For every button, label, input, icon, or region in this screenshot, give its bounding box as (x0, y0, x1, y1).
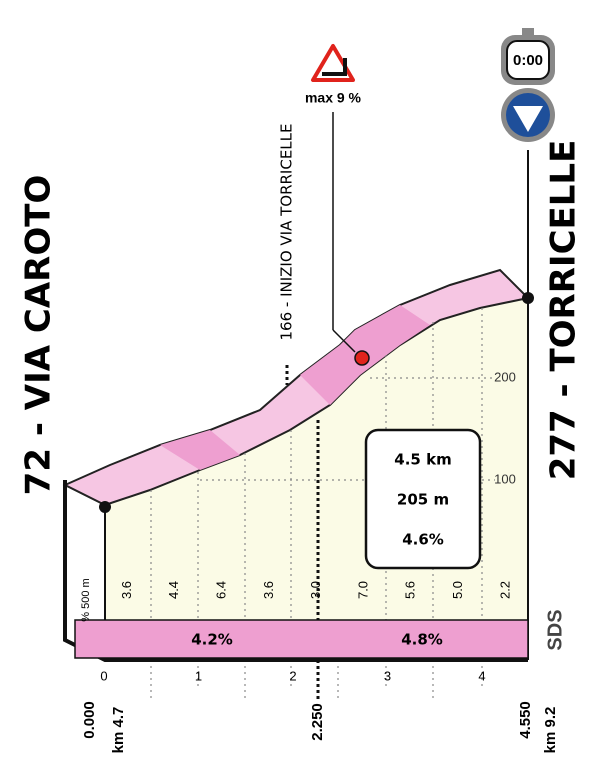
start-label: 72 - VIA CAROTO (19, 175, 59, 496)
altitude-tick: 100 (494, 471, 516, 486)
gradient-icon (322, 58, 347, 76)
gradient-label: 7.0 (355, 581, 370, 599)
logo: SDS (544, 609, 566, 650)
finish-km: km 9.2 (542, 707, 559, 754)
gradient-label: 3.0 (308, 581, 323, 599)
summary-gain: 205 m (397, 491, 449, 509)
gradient-label: 4.4 (166, 581, 181, 599)
grid (150, 308, 495, 700)
intermediate-distance: 2.250 (309, 703, 326, 741)
gradient-label: 2.2 (497, 581, 512, 599)
km-tick: 2 (289, 668, 296, 683)
max-gradient: max 9 % (305, 90, 362, 106)
gradient-label: 3.6 (119, 581, 134, 599)
start-km: km 4.7 (110, 707, 127, 754)
timer-knob (522, 28, 534, 35)
summary-gradient: 4.6% (402, 531, 444, 549)
km-tick: 4 (478, 668, 485, 683)
timer-face (506, 40, 550, 80)
summary-box (364, 428, 482, 570)
pointer-line (332, 329, 356, 353)
timer: 0:00 (513, 52, 543, 69)
section-gradient: 4.2% (191, 631, 233, 649)
start-dot (99, 501, 111, 513)
summary-length: 4.5 km (394, 451, 451, 469)
section-gradient: 4.8% (401, 631, 443, 649)
start-distance: 0.000 (81, 701, 98, 739)
gradient-label: 5.6 (403, 581, 418, 599)
gradient-label: 3.6 (261, 581, 276, 599)
finish-dot (522, 292, 534, 304)
km-tick: 0 (100, 668, 107, 683)
section-bar (74, 619, 529, 659)
km-tick: 3 (384, 668, 391, 683)
altitude-tick: 200 (494, 369, 516, 384)
arrow (513, 106, 543, 132)
steep-section (160, 430, 240, 470)
intermediate-label: 166 - INIZIO VIA TORRICELLE (278, 123, 296, 340)
finish-label: 277 - TORRICELLE (544, 140, 584, 481)
gradient-label: 6.4 (214, 581, 229, 599)
gradient-unit: % 500 m (80, 578, 92, 621)
finish-distance: 4.550 (517, 701, 534, 739)
max-dot (354, 350, 370, 366)
km-tick: 1 (195, 668, 202, 683)
gradient-label: 5.0 (450, 581, 465, 599)
